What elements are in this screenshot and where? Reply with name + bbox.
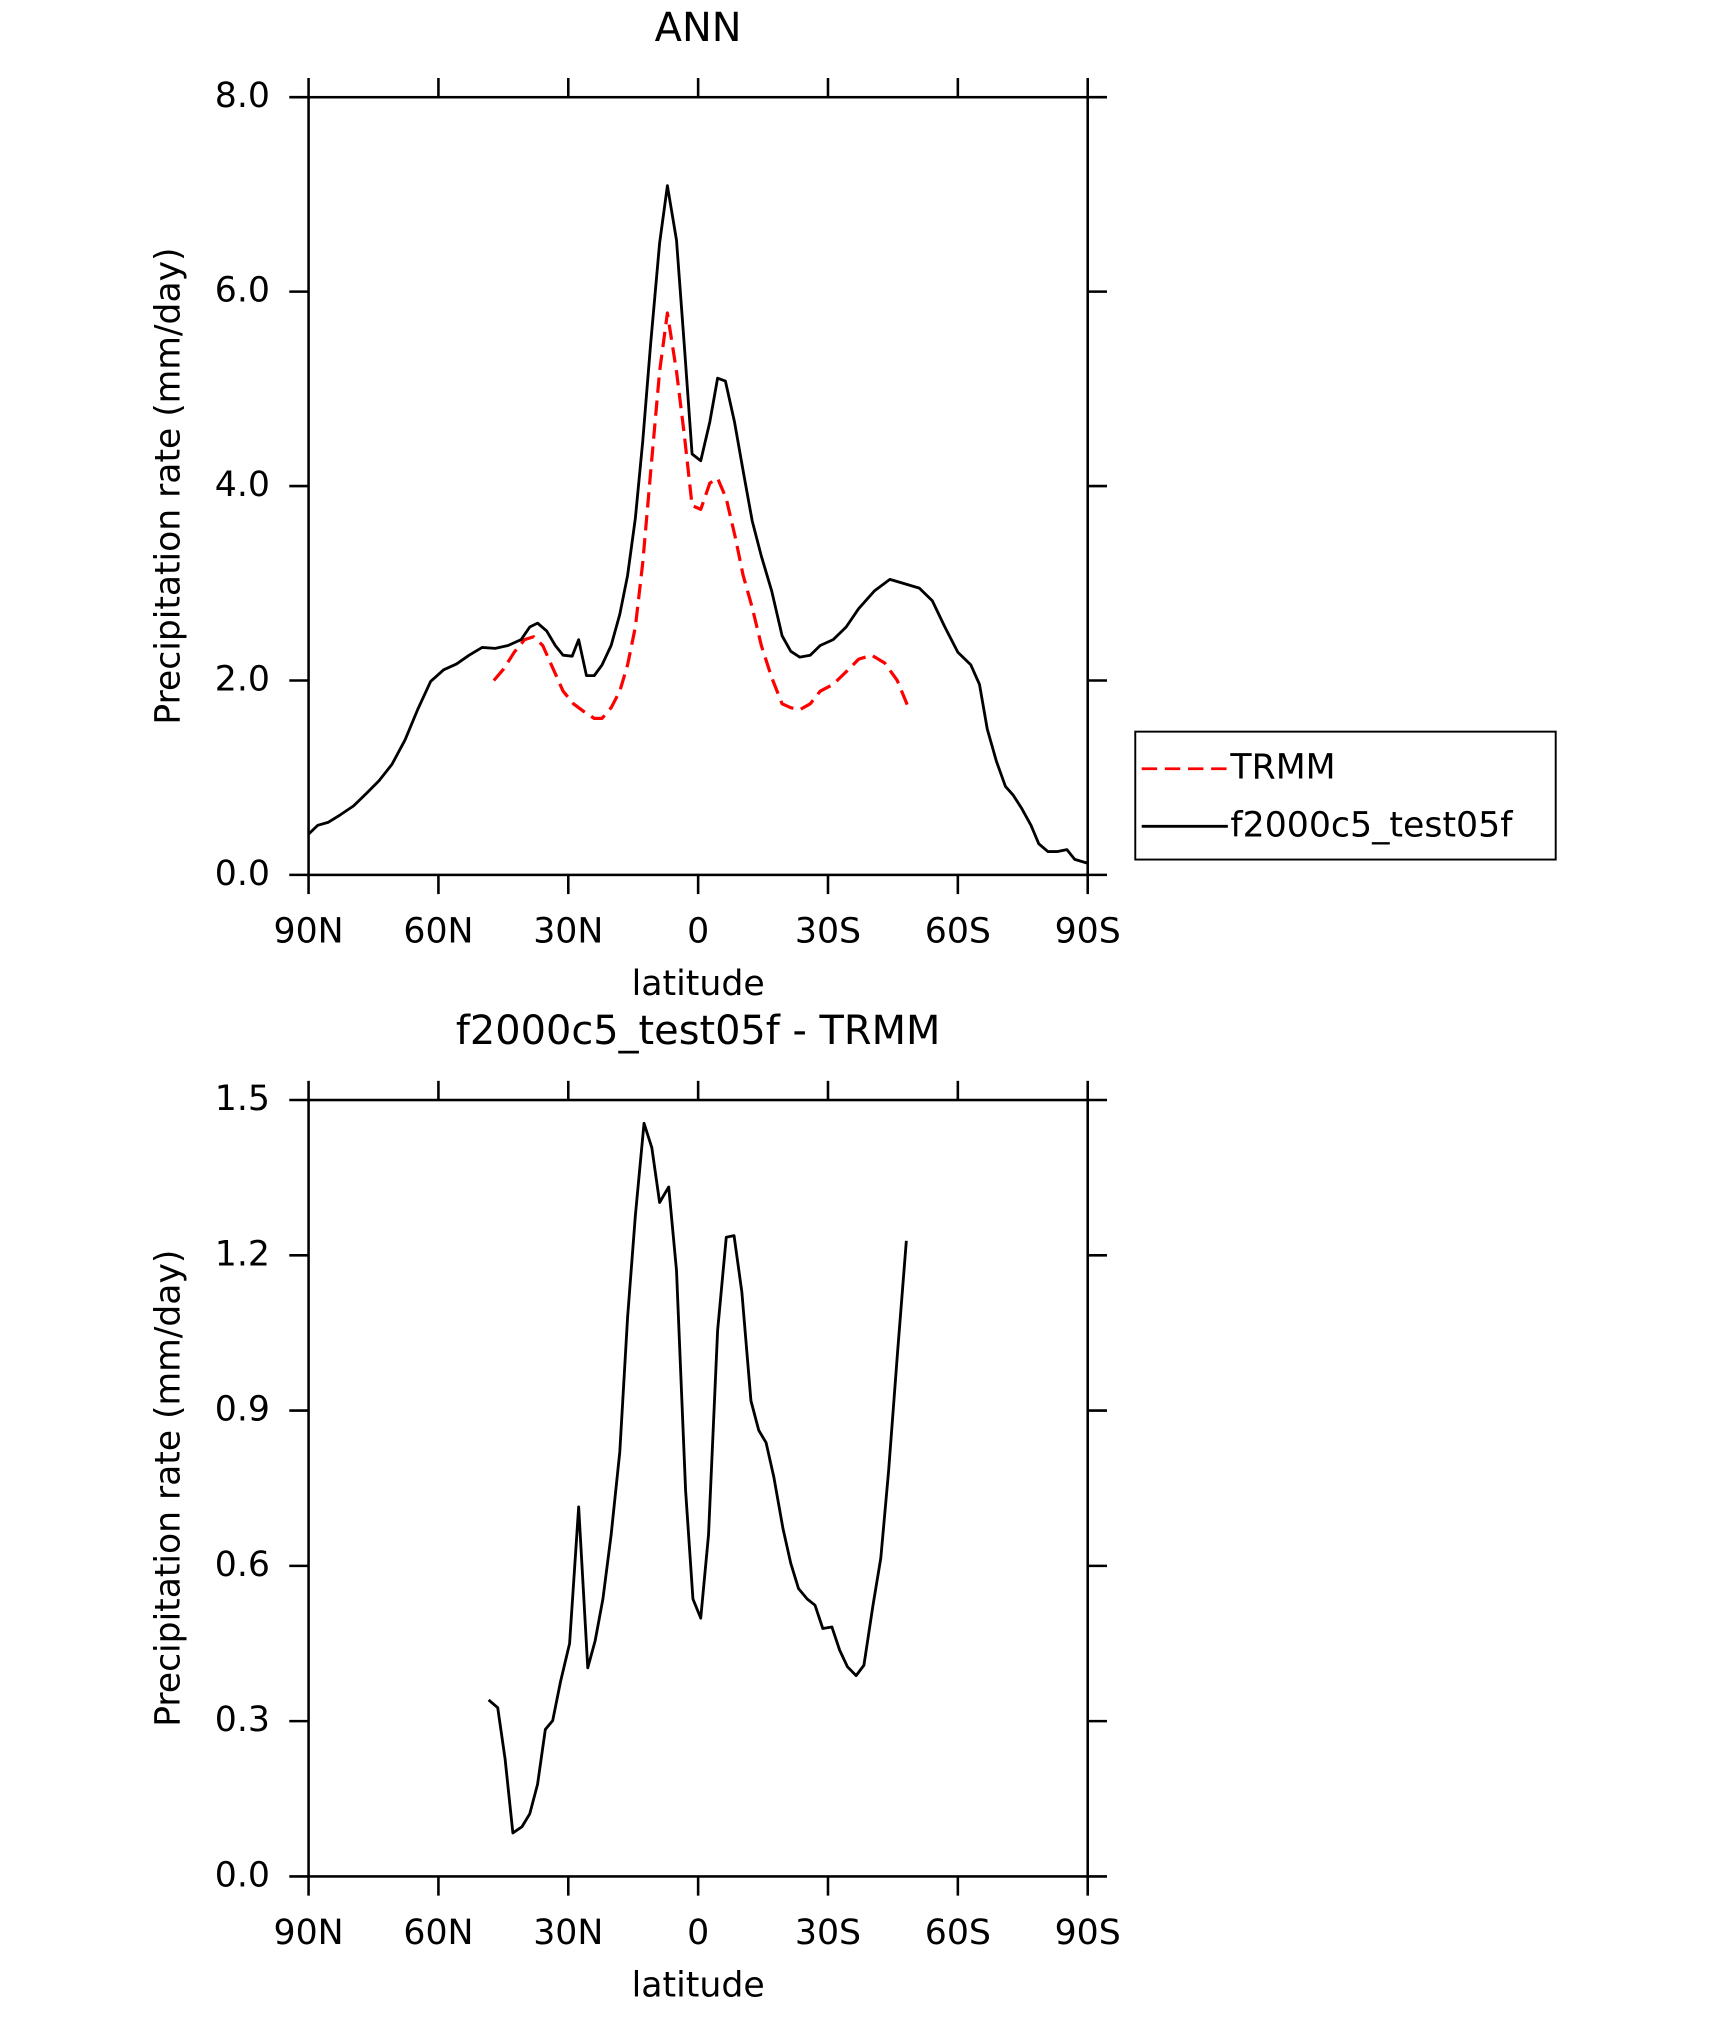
y-tick-label: 6.0	[215, 271, 270, 311]
x-tick-label: 90N	[274, 1913, 344, 1953]
x-tick-label: 30N	[533, 912, 603, 952]
y-tick-label: 2.0	[215, 660, 270, 700]
x-tick-label: 60S	[925, 1913, 991, 1953]
data-line	[492, 311, 910, 720]
x-tick-label: 60S	[925, 912, 991, 952]
y-tick-label: 1.5	[215, 1079, 270, 1119]
y-axis-label: Precipitation rate (mm/day)	[149, 1250, 189, 1727]
x-tick-label: 60N	[403, 1913, 473, 1953]
x-tick-label: 0	[687, 912, 709, 952]
y-tick-label: 0.3	[215, 1700, 270, 1740]
y-axis-label: Precipitation rate (mm/day)	[149, 247, 189, 724]
y-tick-label: 0.6	[215, 1545, 270, 1585]
data-line	[307, 184, 1089, 865]
x-tick-label: 90S	[1055, 1913, 1121, 1953]
stage: ANN latitude Precipitation rate (mm/day) 90…	[149, 5, 1557, 2005]
data-line	[487, 1121, 908, 1835]
x-tick-label: 30N	[533, 1913, 603, 1953]
y-tick-label: 1.2	[215, 1234, 270, 1274]
y-tick-label: 0.0	[215, 1855, 270, 1895]
legend-box	[1134, 730, 1557, 861]
x-tick-label: 60N	[403, 912, 473, 952]
legend-label: TRMM	[1229, 748, 1335, 788]
x-axis-label: latitude	[632, 1965, 765, 2005]
legend: TRMM f2000c5_test05f	[1134, 730, 1557, 861]
y-tick-label: 0.9	[215, 1390, 270, 1430]
x-tick-label: 30S	[795, 1913, 861, 1953]
plot-frame	[307, 95, 1089, 877]
plot-frame	[307, 1098, 1089, 1878]
y-tick-label: 8.0	[215, 76, 270, 116]
y-tick-label: 0.0	[215, 854, 270, 894]
y-tick-label: 4.0	[215, 465, 270, 505]
legend-label: f2000c5_test05f	[1230, 805, 1513, 845]
x-axis-label: latitude	[632, 964, 765, 1004]
chart-title: ANN	[655, 5, 742, 51]
chart-title: f2000c5_test05f - TRMM	[456, 1008, 940, 1054]
x-tick-label: 30S	[795, 912, 861, 952]
x-tick-label: 0	[687, 1913, 709, 1953]
x-tick-label: 90S	[1055, 912, 1121, 952]
x-tick-label: 90N	[274, 912, 344, 952]
